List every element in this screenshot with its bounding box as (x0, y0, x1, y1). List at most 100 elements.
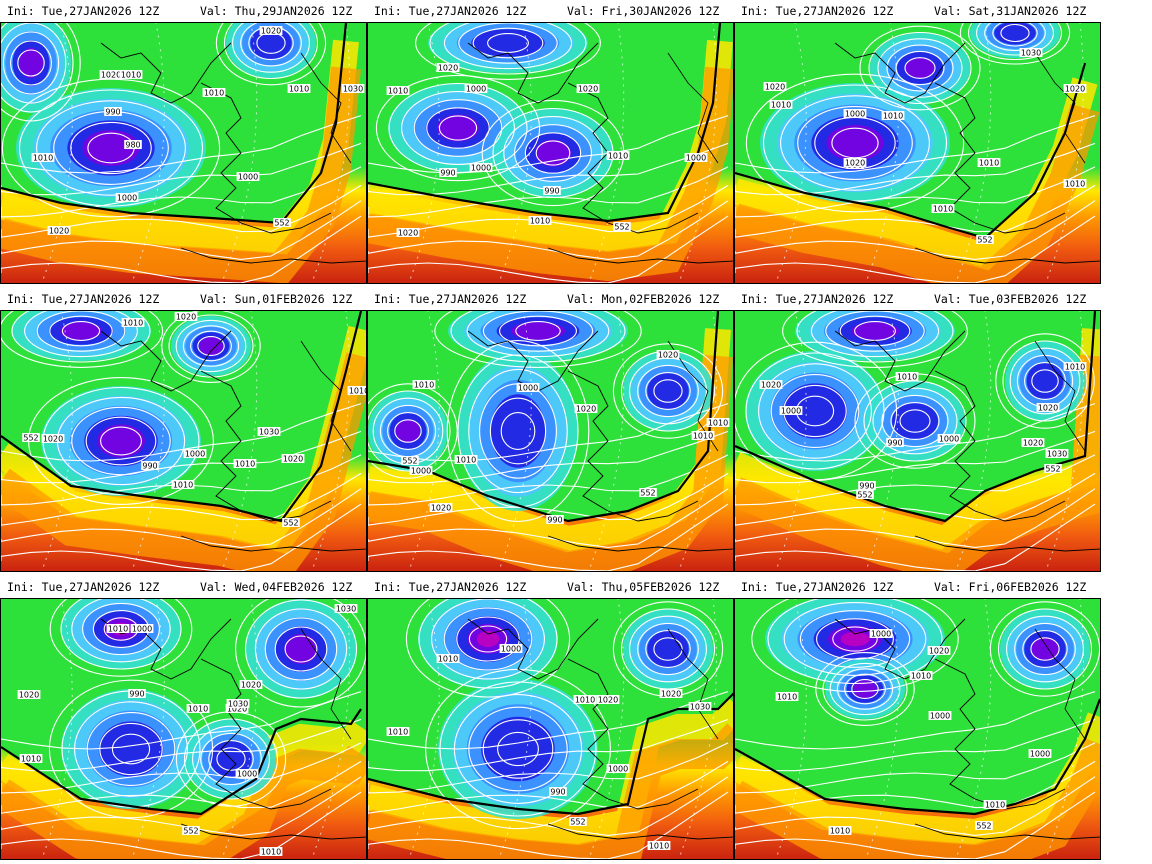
isobar (368, 200, 729, 260)
svg-text:1020: 1020 (1065, 85, 1085, 94)
svg-text:1000: 1000 (1030, 750, 1050, 759)
isobar-label: 1020 (41, 434, 65, 444)
svg-text:1000: 1000 (845, 110, 865, 119)
isobar-label: 1010 (881, 111, 905, 121)
isobar (851, 679, 879, 699)
isobar-label: 552 (22, 433, 40, 443)
isobar (735, 200, 1096, 260)
svg-text:1010: 1010 (235, 460, 255, 469)
svg-text:552: 552 (570, 818, 585, 827)
isobar (535, 140, 571, 166)
isobar-label: 1010 (287, 84, 311, 94)
forecast-panel: Ini: Tue,27JAN2026 12Z Val: Thu,29JAN202… (0, 0, 367, 288)
isobar-label: 1010 (895, 372, 919, 382)
warm-band-orange (1, 745, 366, 859)
isobar-label: 1010 (977, 158, 1001, 168)
isobar-label: 1010 (106, 624, 130, 634)
isobar-label: 980 (124, 140, 142, 150)
isobar-label: 1020 (596, 695, 620, 705)
isobar (2, 31, 60, 95)
coastline (834, 330, 966, 392)
isobar (368, 430, 729, 484)
init-time-label: Ini: Tue,27JAN2026 12Z (741, 580, 894, 594)
isobar (959, 23, 1071, 65)
svg-text:1000: 1000 (608, 765, 628, 774)
isobar (735, 454, 1096, 506)
isobar (244, 599, 358, 699)
isobar-label: 1010 (412, 380, 436, 390)
isobar (984, 23, 1046, 52)
svg-text:1020: 1020 (765, 83, 785, 92)
isobar-label: 1000 (779, 406, 803, 416)
isobar (443, 607, 533, 671)
graticule-line (588, 599, 625, 859)
isobar (1031, 369, 1059, 393)
isobar (175, 319, 247, 373)
isobar-label: 1020 (281, 454, 305, 464)
forecast-map: 1010 1010 1020 1000 990 1000 1020 1020 1… (734, 310, 1101, 572)
isobar (368, 718, 729, 772)
isobar-label: 1010 (775, 692, 799, 702)
isobar (735, 691, 1096, 750)
svg-text:1010: 1010 (388, 87, 408, 96)
svg-text:990: 990 (887, 439, 902, 448)
cold-pool-1-ring-3 (490, 394, 546, 468)
forecast-map: 1020 1010 1000 1020 1010 552 1000 1010 1… (367, 310, 734, 572)
isobar (799, 610, 911, 668)
isobar (797, 106, 913, 180)
cold-pool-2-ring-3 (471, 29, 545, 57)
isobar-label: 1020 (1021, 438, 1045, 448)
isobar (183, 718, 279, 800)
coastline (667, 628, 719, 740)
svg-text:1010: 1010 (108, 625, 128, 634)
svg-text:1020: 1020 (49, 227, 69, 236)
isobar-label: 1010 (1063, 362, 1087, 372)
isobar (815, 652, 915, 726)
graticule-line (588, 23, 625, 283)
forecast-panel: Ini: Tue,27JAN2026 12Z Val: Tue,03FEB202… (734, 288, 1101, 576)
svg-text:552: 552 (402, 457, 417, 466)
coastline (914, 247, 1100, 264)
graticule-line (131, 23, 165, 283)
cold-pool-0-ring-5 (840, 631, 870, 647)
isobar (1, 691, 362, 750)
isobar-label: 1010 (347, 386, 366, 396)
isobar-label: 1020 (47, 226, 71, 236)
isobar (368, 742, 729, 794)
isobar (997, 608, 1093, 690)
isobar (368, 472, 729, 526)
coastline (567, 370, 699, 522)
isobar-label: 1020 (436, 63, 460, 73)
isobar (637, 364, 699, 418)
isobar (1, 23, 74, 113)
isobar-label: 1000 (235, 769, 259, 779)
valid-time-label: Val: Thu,05FEB2026 12Z (567, 580, 720, 594)
svg-text:1010: 1010 (261, 848, 281, 857)
svg-text:1000: 1000 (466, 85, 486, 94)
svg-text:1020: 1020 (227, 705, 247, 714)
forecast-map: 1010 1000 1010 1020 1020 1030 1010 990 1… (367, 598, 734, 860)
forecast-map: 1020 1010 1000 1020 990 1000 990 1010 10… (367, 22, 734, 284)
isobar (458, 23, 558, 64)
coastline (200, 82, 332, 234)
cold-pool-3-ring-4 (511, 322, 565, 340)
isobar (434, 311, 642, 368)
init-time-label: Ini: Tue,27JAN2026 12Z (7, 292, 160, 306)
isobar-label: 1010 (31, 153, 55, 163)
isobar (71, 406, 171, 476)
isobar (995, 333, 1095, 429)
graticule-line (1045, 23, 1084, 283)
isobar-label: 1010 (202, 88, 226, 98)
cold-pool-2-ring-3 (647, 372, 689, 410)
isobar (439, 681, 597, 817)
isobar-label: 1010 (233, 459, 257, 469)
coastline (467, 618, 599, 680)
isobar-label: 1000 (409, 466, 433, 476)
isobar (839, 315, 911, 347)
isobar-label: 552 (182, 826, 200, 836)
isobar (653, 637, 683, 661)
isobar-label: 1030 (688, 702, 712, 712)
svg-text:1020: 1020 (929, 647, 949, 656)
graticule-line (41, 599, 73, 859)
svg-text:1010: 1010 (1065, 180, 1085, 189)
